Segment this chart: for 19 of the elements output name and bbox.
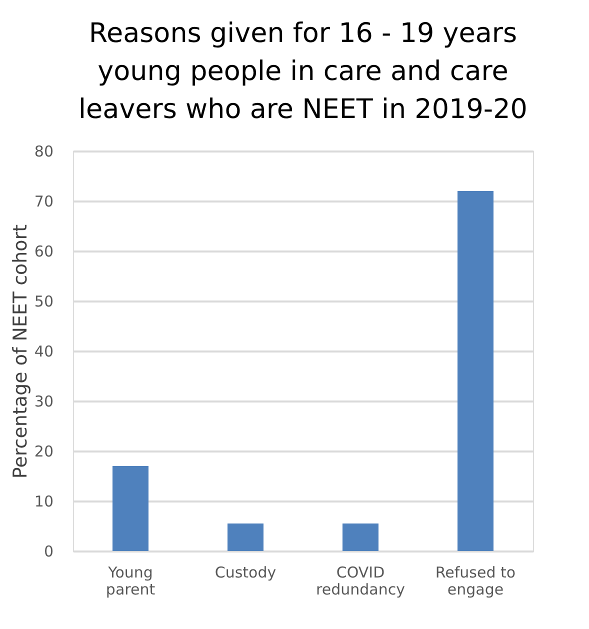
y-tick-label: 20 (34, 442, 54, 460)
y-tick-label: 40 (34, 342, 54, 360)
y-tick-label: 30 (34, 392, 54, 410)
y-tick-label: 10 (34, 492, 54, 510)
chart-title: Reasons given for 16 - 19 years young people in care and care leavers who are NEET in 2019-20 (78, 18, 528, 125)
y-tick-label: 70 (34, 192, 54, 210)
bar (112, 466, 148, 551)
bar (458, 191, 494, 551)
y-tick-label: 80 (34, 142, 54, 160)
y-axis-title: Percentage of NEET cohort (9, 224, 32, 479)
x-tick-label: COVID redundancy (316, 564, 406, 598)
bar (228, 524, 264, 551)
y-tick-label: 0 (44, 542, 54, 560)
y-tick-label: 50 (34, 292, 54, 310)
y-tick-label: 60 (34, 242, 54, 260)
bar (342, 524, 378, 551)
x-tick-label: Refused to engage (435, 564, 516, 598)
x-tick-label: Young parent (106, 564, 156, 598)
x-tick-label: Custody (214, 564, 276, 582)
